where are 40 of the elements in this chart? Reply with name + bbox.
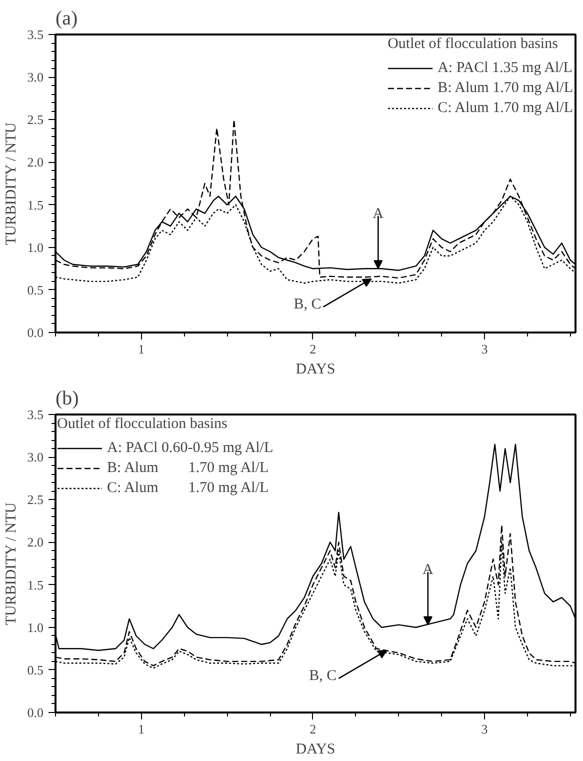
x-tick-label: 2 bbox=[310, 342, 316, 356]
y-axis-title: TURBIDITY / NTU bbox=[3, 502, 20, 626]
annotation: A bbox=[372, 206, 384, 222]
y-tick-label: 2.0 bbox=[27, 534, 44, 550]
chart-title: (b) bbox=[56, 388, 79, 410]
y-tick-label: 0.5 bbox=[27, 282, 44, 298]
annotation: A bbox=[422, 562, 434, 578]
y-axis-title: TURBIDITY / NTU bbox=[3, 122, 20, 246]
legend-title: Outlet of flocculation basins bbox=[388, 36, 559, 53]
y-tick-label: 1.5 bbox=[27, 577, 44, 592]
y-tick-label: 2.0 bbox=[27, 154, 44, 170]
y-tick-label: 2.5 bbox=[27, 112, 44, 128]
y-tick-label: 3.5 bbox=[27, 27, 44, 42]
y-tick-label: 0.5 bbox=[27, 662, 44, 678]
y-tick-label: 3.0 bbox=[27, 70, 44, 85]
legend-title: Outlet of flocculation basins bbox=[57, 416, 228, 433]
y-tick-label: 1.5 bbox=[27, 197, 44, 212]
y-tick-label: 1.0 bbox=[27, 620, 44, 635]
annotation: B, C bbox=[294, 296, 322, 312]
y-tick-label: 2.5 bbox=[27, 492, 44, 508]
x-tick-label: 3 bbox=[481, 342, 488, 356]
x-tick-label: 1 bbox=[138, 722, 145, 736]
legend-label: C: Alum 1.70 mg Al/L bbox=[107, 480, 269, 496]
legend-label: C: Alum 1.70 mg Al/L bbox=[438, 100, 573, 116]
annotation: B, C bbox=[309, 668, 337, 684]
x-tick-label: 2 bbox=[310, 722, 316, 736]
x-tick-label: 1 bbox=[138, 342, 145, 356]
y-tick-label: 0.0 bbox=[27, 325, 44, 340]
x-tick-label: 3 bbox=[481, 722, 488, 736]
legend-label: A: PACl 1.35 mg Al/L bbox=[438, 60, 572, 76]
y-tick-label: 3.5 bbox=[27, 407, 44, 422]
y-tick-label: 0.0 bbox=[27, 705, 44, 720]
legend-label: A: PACl 0.60-0.95 mg Al/L bbox=[107, 440, 274, 456]
legend-label: B: Alum 1.70 mg Al/L bbox=[107, 460, 269, 476]
y-tick-label: 1.0 bbox=[27, 240, 44, 255]
y-tick-label: 3.0 bbox=[27, 450, 44, 465]
legend-label: B: Alum 1.70 mg Al/L bbox=[438, 80, 573, 96]
x-axis-title: DAYS bbox=[296, 742, 336, 758]
x-axis-title: DAYS bbox=[296, 362, 336, 378]
chart-title: (a) bbox=[56, 8, 78, 30]
